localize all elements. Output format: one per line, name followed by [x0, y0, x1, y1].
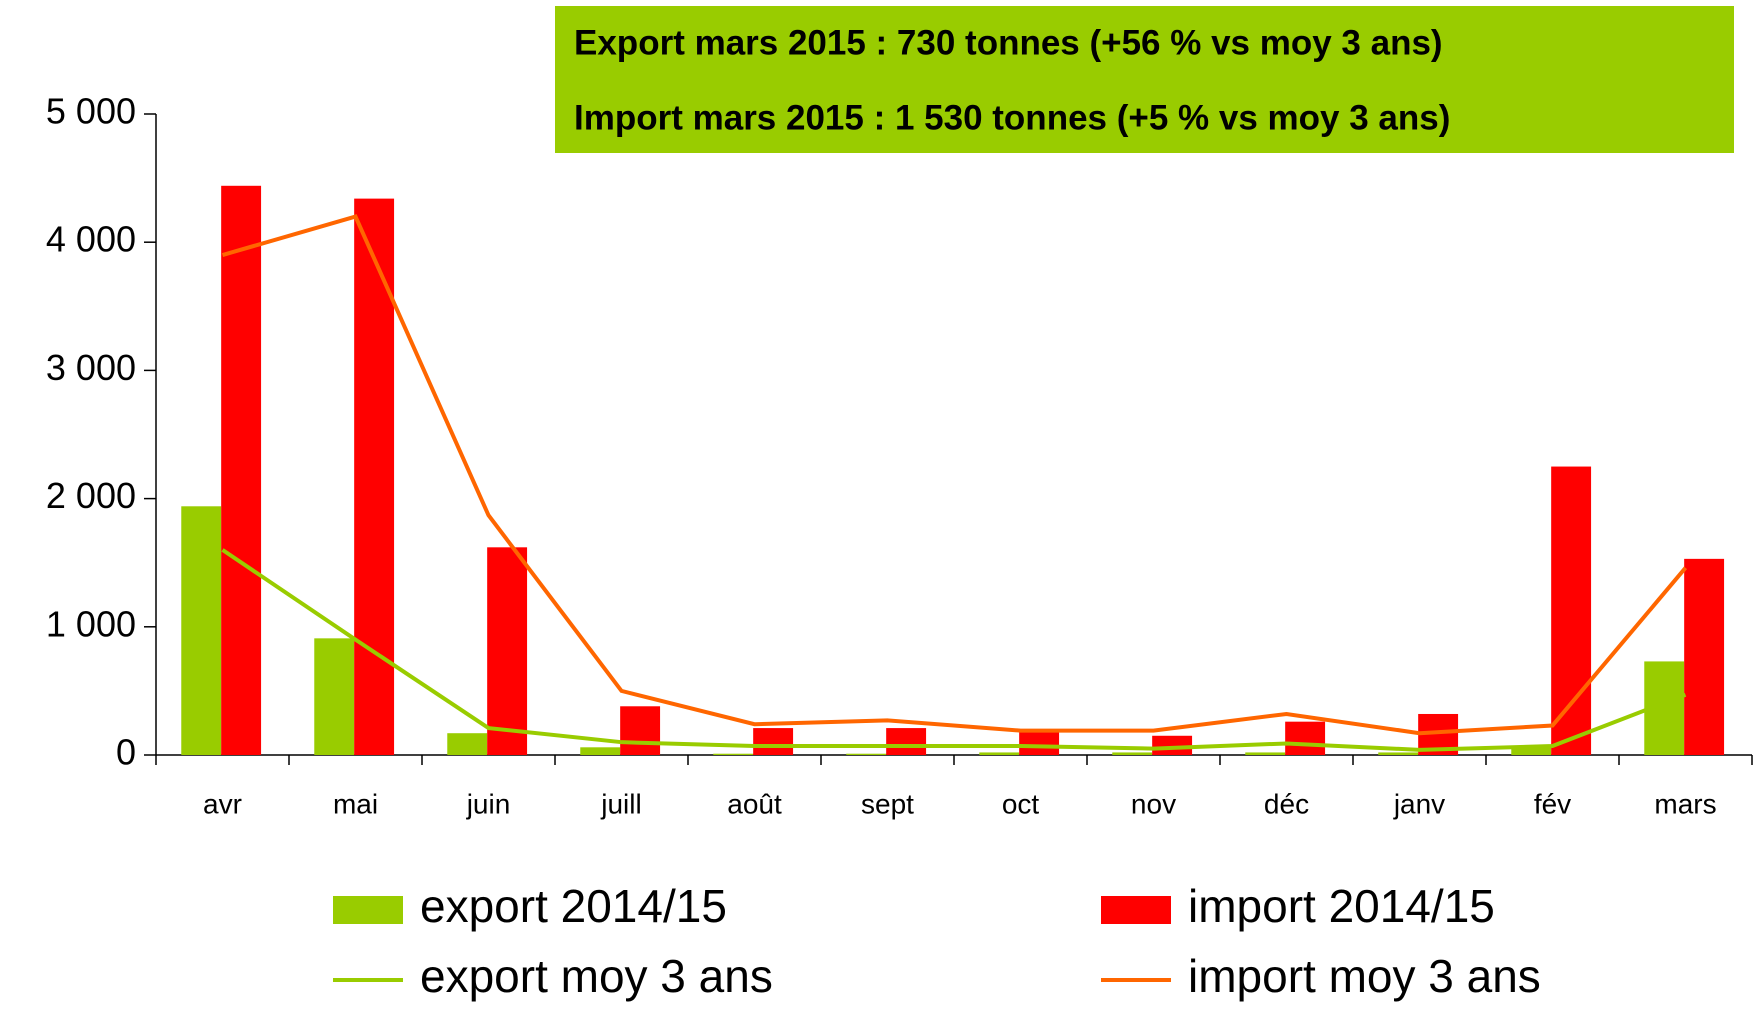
bar — [713, 753, 754, 755]
annotation: Export mars 2015 : 730 tonnes (+56 % vs … — [574, 23, 1443, 62]
legend-swatch — [1101, 896, 1171, 924]
y-tick-label: 3 000 — [46, 347, 136, 388]
legend-label: export moy 3 ans — [420, 950, 773, 1002]
annotation-box — [555, 6, 1734, 153]
bar — [487, 547, 528, 755]
x-tick-label: janv — [1393, 788, 1445, 819]
bar — [181, 506, 222, 755]
bar — [1019, 731, 1060, 755]
bar — [580, 747, 621, 755]
x-tick-label: nov — [1131, 788, 1176, 819]
bar — [979, 752, 1020, 755]
bar — [314, 638, 355, 755]
bar — [447, 733, 488, 755]
x-tick-label: juin — [466, 788, 511, 819]
legend-swatch — [333, 896, 403, 924]
bar — [1245, 752, 1286, 755]
x-tick-label: fév — [1534, 788, 1571, 819]
y-tick-label: 1 000 — [46, 603, 136, 644]
annotation: Import mars 2015 : 1 530 tonnes (+5 % vs… — [574, 98, 1450, 137]
line — [221, 548, 1687, 752]
x-tick-label: sept — [861, 788, 914, 819]
bar — [1511, 746, 1552, 755]
legend-label: export 2014/15 — [420, 880, 727, 932]
legend-label: import 2014/15 — [1188, 880, 1495, 932]
bar — [846, 753, 887, 755]
y-tick-label: 5 000 — [46, 91, 136, 132]
x-tick-label: juill — [600, 788, 641, 819]
x-tick-label: mai — [333, 788, 378, 819]
x-tick-label: oct — [1002, 788, 1040, 819]
bar — [620, 706, 661, 755]
x-tick-label: déc — [1264, 788, 1309, 819]
y-tick-label: 0 — [116, 732, 136, 773]
line — [221, 214, 1688, 736]
bar — [1285, 721, 1326, 755]
bar — [221, 185, 262, 756]
x-tick-label: avr — [203, 788, 242, 819]
legend-label: import moy 3 ans — [1188, 950, 1541, 1002]
x-tick-label: août — [727, 788, 782, 819]
x-tick-label: mars — [1654, 788, 1716, 819]
bar — [1684, 558, 1725, 755]
bar — [753, 728, 794, 755]
bar — [354, 198, 395, 755]
bar — [1112, 752, 1153, 755]
y-tick-label: 4 000 — [46, 219, 136, 260]
bar — [886, 728, 927, 755]
bar — [1551, 466, 1592, 755]
y-tick-label: 2 000 — [46, 475, 136, 516]
bar — [1378, 752, 1419, 755]
